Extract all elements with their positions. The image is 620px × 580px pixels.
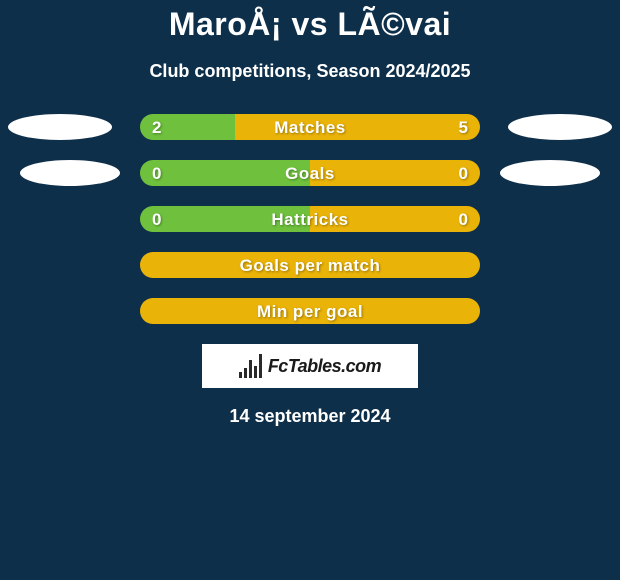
stat-row: Min per goal xyxy=(0,298,620,324)
logo-text: FcTables.com xyxy=(268,356,381,377)
stat-row: Goals per match xyxy=(0,252,620,278)
stat-row: 25Matches xyxy=(0,114,620,140)
stat-label: Matches xyxy=(140,114,480,140)
stat-label: Hattricks xyxy=(140,206,480,232)
logo-box: FcTables.com xyxy=(202,344,418,388)
stat-label: Min per goal xyxy=(140,298,480,324)
logo-bars-icon xyxy=(239,354,262,378)
page-subtitle: Club competitions, Season 2024/2025 xyxy=(0,61,620,82)
stat-bar: 00Goals xyxy=(140,160,480,186)
stat-row: 00Hattricks xyxy=(0,206,620,232)
stat-label: Goals xyxy=(140,160,480,186)
page-title: MaroÅ¡ vs LÃ©vai xyxy=(0,0,620,43)
stat-label: Goals per match xyxy=(140,252,480,278)
stat-row: 00Goals xyxy=(0,160,620,186)
player-blob-left xyxy=(8,114,112,140)
player-blob-left xyxy=(20,160,120,186)
stat-bar: 25Matches xyxy=(140,114,480,140)
stat-bar: Goals per match xyxy=(140,252,480,278)
stat-bar: Min per goal xyxy=(140,298,480,324)
stats-container: 25Matches 00Goals 00Hattricks Goals per mat… xyxy=(0,114,620,324)
player-blob-right xyxy=(500,160,600,186)
date-label: 14 september 2024 xyxy=(0,406,620,427)
stat-bar: 00Hattricks xyxy=(140,206,480,232)
player-blob-right xyxy=(508,114,612,140)
infographic-root: MaroÅ¡ vs LÃ©vai Club competitions, Seas… xyxy=(0,0,620,580)
